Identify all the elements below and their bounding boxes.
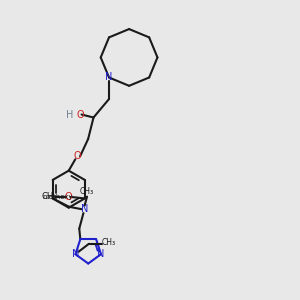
Text: CH₃: CH₃ — [80, 187, 94, 196]
Text: N: N — [72, 249, 79, 259]
Text: CH₃: CH₃ — [102, 238, 116, 247]
Text: N: N — [81, 204, 88, 214]
Text: N: N — [97, 249, 105, 259]
Text: H: H — [66, 110, 74, 119]
Text: O: O — [65, 192, 72, 202]
Text: N: N — [105, 73, 113, 82]
Text: CH₃: CH₃ — [42, 192, 57, 201]
Text: methoxy: methoxy — [42, 194, 73, 200]
Text: O: O — [74, 151, 82, 161]
Text: O: O — [76, 110, 84, 119]
